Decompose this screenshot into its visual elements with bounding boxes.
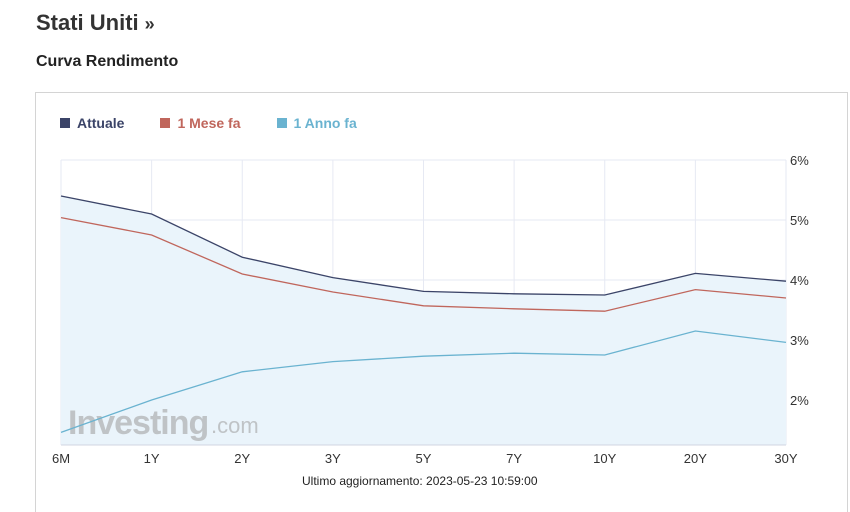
legend-swatch xyxy=(276,118,287,128)
x-tick-label: 6M xyxy=(52,451,70,466)
area-layer xyxy=(61,196,786,445)
legend-swatch xyxy=(60,118,70,128)
watermark-text: Investing xyxy=(68,404,208,442)
last-updated: Ultimo aggiornamento: 2023-05-23 10:59:0… xyxy=(302,474,538,488)
section-title: Curva Rendimento xyxy=(36,53,179,70)
watermark-suffix: .com xyxy=(211,413,259,438)
y-tick-label: 3% xyxy=(790,333,809,348)
x-tick-label: 3Y xyxy=(325,451,341,466)
axis-layer: 2% 3% 4% 5% 6% 6M 1Y 2Y 3Y 5Y 7Y 10Y 20Y 30Y xyxy=(52,153,809,466)
x-tick-label: 10Y xyxy=(593,451,616,466)
chart-container xyxy=(35,92,848,512)
legend-item[interactable]: Attuale xyxy=(60,115,124,131)
x-tick-label: 2Y xyxy=(234,451,250,466)
y-tick-label: 2% xyxy=(790,393,809,408)
x-tick-label: 7Y xyxy=(506,451,522,466)
legend-label: 1 Anno fa xyxy=(293,115,357,131)
legend-swatch xyxy=(160,118,171,128)
y-tick-label: 6% xyxy=(790,153,809,168)
y-tick-label: 5% xyxy=(790,213,809,228)
x-tick-label: 20Y xyxy=(684,451,707,466)
more-arrow-icon[interactable]: » xyxy=(144,14,155,34)
country-title[interactable]: Stati Uniti » xyxy=(36,10,155,36)
area-fill xyxy=(61,196,786,445)
country-name[interactable]: Stati Uniti xyxy=(36,10,139,35)
legend-item[interactable]: 1 Mese fa xyxy=(160,115,241,131)
legend-label: 1 Mese fa xyxy=(177,115,241,131)
series-line-1-mese-fa[interactable] xyxy=(60,216,787,312)
chart-legend: Attuale 1 Mese fa 1 Anno fa xyxy=(60,115,393,131)
yield-curve-chart: Investing .com 2% 3% 4% 5% 6% 6M 1Y 2Y 3Y 5Y 7Y 10Y… xyxy=(52,153,809,466)
legend-label: Attuale xyxy=(77,115,125,131)
series-line-1-anno-fa[interactable] xyxy=(60,330,787,434)
watermark-logo: Investing .com xyxy=(68,404,259,442)
x-tick-label: 30Y xyxy=(774,451,797,466)
series-layer xyxy=(60,195,787,434)
y-tick-label: 4% xyxy=(790,273,809,288)
series-line-attuale[interactable] xyxy=(60,195,787,296)
x-tick-label: 5Y xyxy=(416,451,432,466)
x-tick-label: 1Y xyxy=(144,451,160,466)
legend-item[interactable]: 1 Anno fa xyxy=(276,115,357,131)
